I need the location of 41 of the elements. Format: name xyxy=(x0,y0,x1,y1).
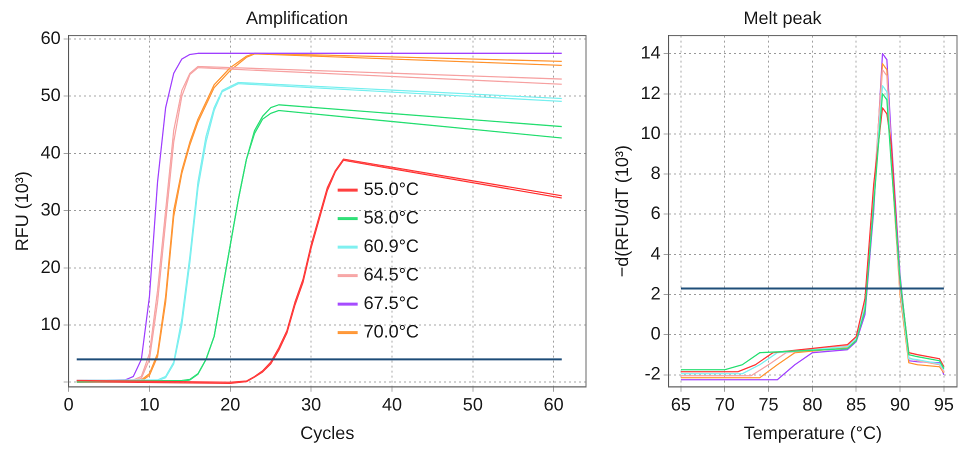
legend-label: 64.5°C xyxy=(364,264,419,285)
legend-label: 70.0°C xyxy=(364,322,419,342)
y-tick-label: 8 xyxy=(650,163,661,184)
y-tick-label: 60 xyxy=(40,28,61,48)
y-tick-label: 10 xyxy=(640,122,661,143)
y-tick-label: 10 xyxy=(40,314,61,334)
legend-label: 55.0°C xyxy=(364,179,419,200)
x-tick-label: 40 xyxy=(382,394,402,415)
x-tick-label: 10 xyxy=(139,394,160,415)
y-tick-label: 4 xyxy=(650,243,661,264)
x-tick-label: 30 xyxy=(301,394,322,415)
chart-title: Amplification xyxy=(246,8,348,28)
y-axis-title: −d(RFU/dT (10³) xyxy=(612,145,632,278)
y-tick-label: 30 xyxy=(40,200,61,220)
x-axis-title: Cycles xyxy=(300,423,354,444)
y-tick-label: 40 xyxy=(40,142,61,162)
y-tick-label: 50 xyxy=(40,85,61,106)
x-tick-label: 65 xyxy=(670,394,691,415)
x-tick-label: 20 xyxy=(220,394,240,415)
legend-label: 60.9°C xyxy=(364,236,419,256)
x-tick-label: 70 xyxy=(714,394,735,415)
y-tick-label: 20 xyxy=(40,256,61,277)
x-tick-label: 85 xyxy=(846,394,866,415)
legend-label: 58.0°C xyxy=(364,208,419,228)
y-tick-label: 0 xyxy=(650,324,661,344)
x-axis-title: Temperature (°C) xyxy=(744,423,882,444)
x-tick-label: 75 xyxy=(758,394,779,415)
legend-label: 67.5°C xyxy=(364,293,419,314)
x-tick-label: 60 xyxy=(544,394,564,415)
x-tick-label: 90 xyxy=(890,394,910,415)
y-tick-label: 2 xyxy=(650,283,661,304)
x-tick-label: 95 xyxy=(934,394,954,415)
chart-title: Melt peak xyxy=(743,8,823,28)
x-tick-label: 50 xyxy=(462,394,483,415)
y-tick-label: 14 xyxy=(640,42,661,63)
y-axis-title: RFU (10³) xyxy=(12,171,32,252)
y-tick-label: -2 xyxy=(644,364,661,384)
x-tick-label: 0 xyxy=(64,394,74,415)
y-tick-label: 6 xyxy=(650,203,661,224)
y-tick-label: 12 xyxy=(640,82,661,103)
x-tick-label: 80 xyxy=(802,394,822,415)
